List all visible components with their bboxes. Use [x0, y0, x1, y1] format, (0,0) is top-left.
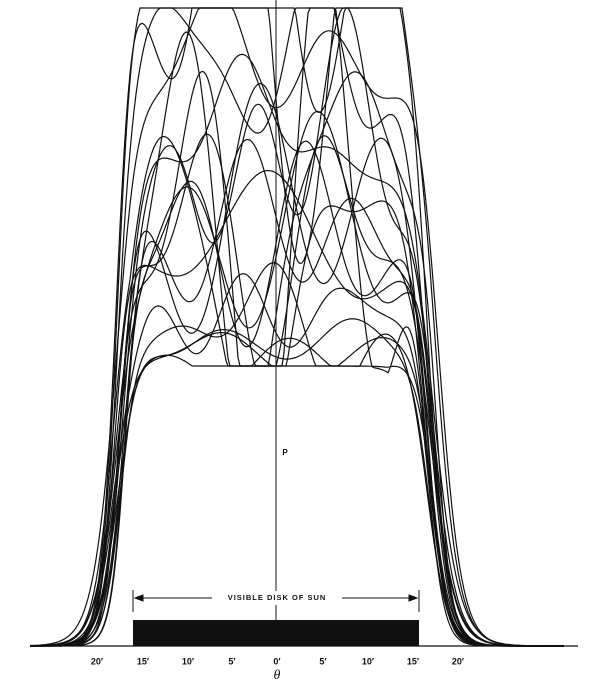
label-bg: [212, 591, 342, 605]
x-tick-label: 10′: [182, 656, 194, 666]
x-axis-label: θ: [274, 668, 281, 683]
scan-curve: [30, 7, 564, 647]
x-tick-labels: 20′ 15′ 10′ 5′ 0′ 5′ 10′ 15′ 20′: [91, 656, 464, 666]
marker-label: P: [282, 448, 288, 457]
x-tick-label: 0′: [273, 656, 280, 666]
x-tick-label: 5′: [319, 656, 326, 666]
x-tick-label: 15′: [407, 656, 419, 666]
scan-curve: [29, 7, 564, 647]
disk-label: VISIBLE DISK OF SUN: [228, 593, 327, 602]
x-tick-label: 20′: [452, 656, 464, 666]
x-tick-label: 15′: [137, 656, 149, 666]
x-tick-label: 20′: [91, 656, 103, 666]
scan-curve: [30, 135, 564, 647]
scan-curve: [30, 7, 564, 647]
sun-disk-bar: [133, 620, 419, 646]
x-tick-label: 10′: [362, 656, 374, 666]
scan-curve: [30, 82, 564, 647]
x-tick-label: 5′: [228, 656, 235, 666]
scan-curves: [29, 7, 564, 647]
scan-curve: [30, 138, 564, 647]
scan-curve: [30, 7, 564, 647]
